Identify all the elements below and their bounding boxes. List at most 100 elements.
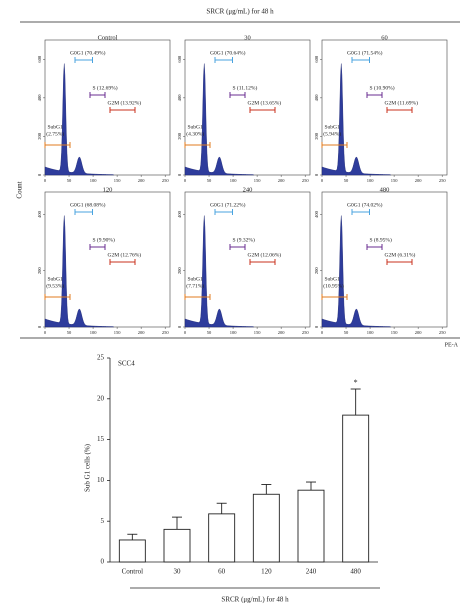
bar (297, 489, 325, 563)
histogram (184, 63, 255, 176)
x-tick-label: 200 (415, 178, 423, 183)
y-tick-label: 0 (37, 325, 42, 328)
x-tick-label: 150 (254, 178, 262, 183)
x-tick-label: 100 (90, 178, 98, 183)
x-tick-label: Control (122, 568, 143, 576)
x-axis-label: PE-A (445, 342, 459, 348)
g0g1-label: G0G1 (71.22%) (210, 201, 246, 208)
x-tick-label: 120 (261, 568, 272, 576)
x-tick-label: 50 (67, 178, 72, 183)
bar (252, 493, 280, 563)
y-tick-label: 200 (177, 267, 182, 275)
x-tick-label: 100 (367, 178, 375, 183)
histogram (184, 215, 255, 328)
y-tick-label: 400 (314, 94, 319, 102)
y-tick-label: 400 (37, 210, 42, 218)
subg1-value: (2.75%) (46, 130, 64, 137)
g0g1-label: G0G1 (70.64%) (210, 49, 246, 56)
x-tick-label: 0 (321, 178, 324, 183)
subg1-label: SubG1 (188, 124, 204, 130)
x-tick-label: 0 (184, 178, 187, 183)
y-tick-label: 200 (314, 267, 319, 275)
s-label: S (11.12%) (233, 84, 258, 91)
subg1-label: SubG1 (325, 124, 341, 130)
x-tick-label: 0 (184, 330, 187, 335)
x-tick-label: 100 (90, 330, 98, 335)
x-tick-label: 50 (67, 330, 72, 335)
x-tick-label: 100 (367, 330, 375, 335)
panel-title: 30 (244, 34, 251, 41)
x-tick-label: 250 (439, 330, 447, 335)
x-tick-label: 150 (391, 330, 399, 335)
y-tick-label: 200 (177, 132, 182, 140)
s-label: S (8.95%) (370, 236, 392, 243)
x-tick-label: 150 (114, 330, 122, 335)
g2m-label: G2M (13.92%) (108, 99, 142, 106)
flow-title: SRCR (μg/mL) for 48 h (206, 8, 274, 16)
x-tick-label: 50 (207, 178, 212, 183)
g0g1-label: G0G1 (71.54%) (347, 49, 383, 56)
y-tick-label: 0 (314, 325, 319, 328)
y-tick-label: 600 (37, 55, 42, 63)
y-tick-label: 0 (37, 173, 42, 176)
subg1-value: (4.30%) (186, 130, 204, 137)
panel-title: 480 (380, 186, 390, 193)
x-tick-label: 200 (415, 330, 423, 335)
subg1-label: SubG1 (188, 276, 204, 282)
y-tick-label: 15 (97, 435, 105, 443)
g0g1-label: G0G1 (68.08%) (70, 201, 106, 208)
g2m-label: G2M (6.31%) (385, 251, 416, 258)
y-tick-label: 25 (97, 354, 105, 362)
y-tick-label: 200 (37, 267, 42, 275)
subg1-value: (7.71%) (186, 282, 204, 289)
histogram (44, 215, 115, 328)
y-tick-label: 0 (177, 325, 182, 328)
x-tick-label: 100 (230, 330, 238, 335)
y-tick-label: 400 (37, 94, 42, 102)
x-tick-label: 150 (391, 178, 399, 183)
y-tick-label: 400 (177, 210, 182, 218)
x-tick-label: 50 (207, 330, 212, 335)
y-tick-label: 10 (97, 476, 105, 484)
g2m-label: G2M (13.65%) (248, 99, 282, 106)
panel-title: 240 (243, 186, 253, 193)
panel-title: Control (98, 34, 118, 41)
y-tick-label: 200 (37, 132, 42, 140)
y-tick-label: 400 (177, 94, 182, 102)
bar-title: SCC4 (118, 360, 135, 368)
panel-title: 120 (103, 186, 113, 193)
subg1-label: SubG1 (325, 276, 341, 282)
x-tick-label: 250 (162, 178, 170, 183)
subg1-label: SubG1 (48, 276, 64, 282)
x-tick-label: 200 (138, 178, 146, 183)
x-tick-label: 200 (138, 330, 146, 335)
x-tick-label: 0 (321, 330, 324, 335)
g2m-label: G2M (12.06%) (248, 251, 282, 258)
g2m-label: G2M (11.69%) (385, 99, 419, 106)
s-label: S (10.90%) (370, 84, 395, 91)
x-tick-label: 60 (218, 568, 226, 576)
subg1-label: SubG1 (48, 124, 64, 130)
y-axis-label: Count (16, 181, 24, 198)
s-label: S (9.90%) (93, 236, 115, 243)
annotation: * (354, 378, 358, 387)
x-tick-label: 200 (278, 330, 286, 335)
y-tick-label: 5 (101, 517, 105, 525)
g0g1-label: G0G1 (74.02%) (347, 201, 383, 208)
y-tick-label: 200 (314, 132, 319, 140)
x-tick-label: 150 (254, 330, 262, 335)
x-tick-label: 30 (174, 568, 182, 576)
x-tick-label: 480 (350, 568, 361, 576)
bar (208, 513, 236, 563)
bar-y-label: Sub G1 cells (%) (84, 443, 92, 492)
y-tick-label: 400 (314, 210, 319, 218)
y-tick-label: 20 (97, 394, 105, 402)
bar (342, 414, 370, 563)
x-tick-label: 150 (114, 178, 122, 183)
subg1-value: (5.94%) (323, 130, 341, 137)
x-tick-label: 250 (302, 330, 310, 335)
y-tick-label: 0 (101, 558, 105, 566)
s-label: S (12.69%) (93, 84, 118, 91)
g0g1-label: G0G1 (70.49%) (70, 49, 106, 56)
y-tick-label: 0 (314, 173, 319, 176)
